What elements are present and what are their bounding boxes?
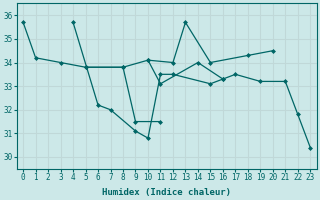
X-axis label: Humidex (Indice chaleur): Humidex (Indice chaleur) [102,188,231,197]
